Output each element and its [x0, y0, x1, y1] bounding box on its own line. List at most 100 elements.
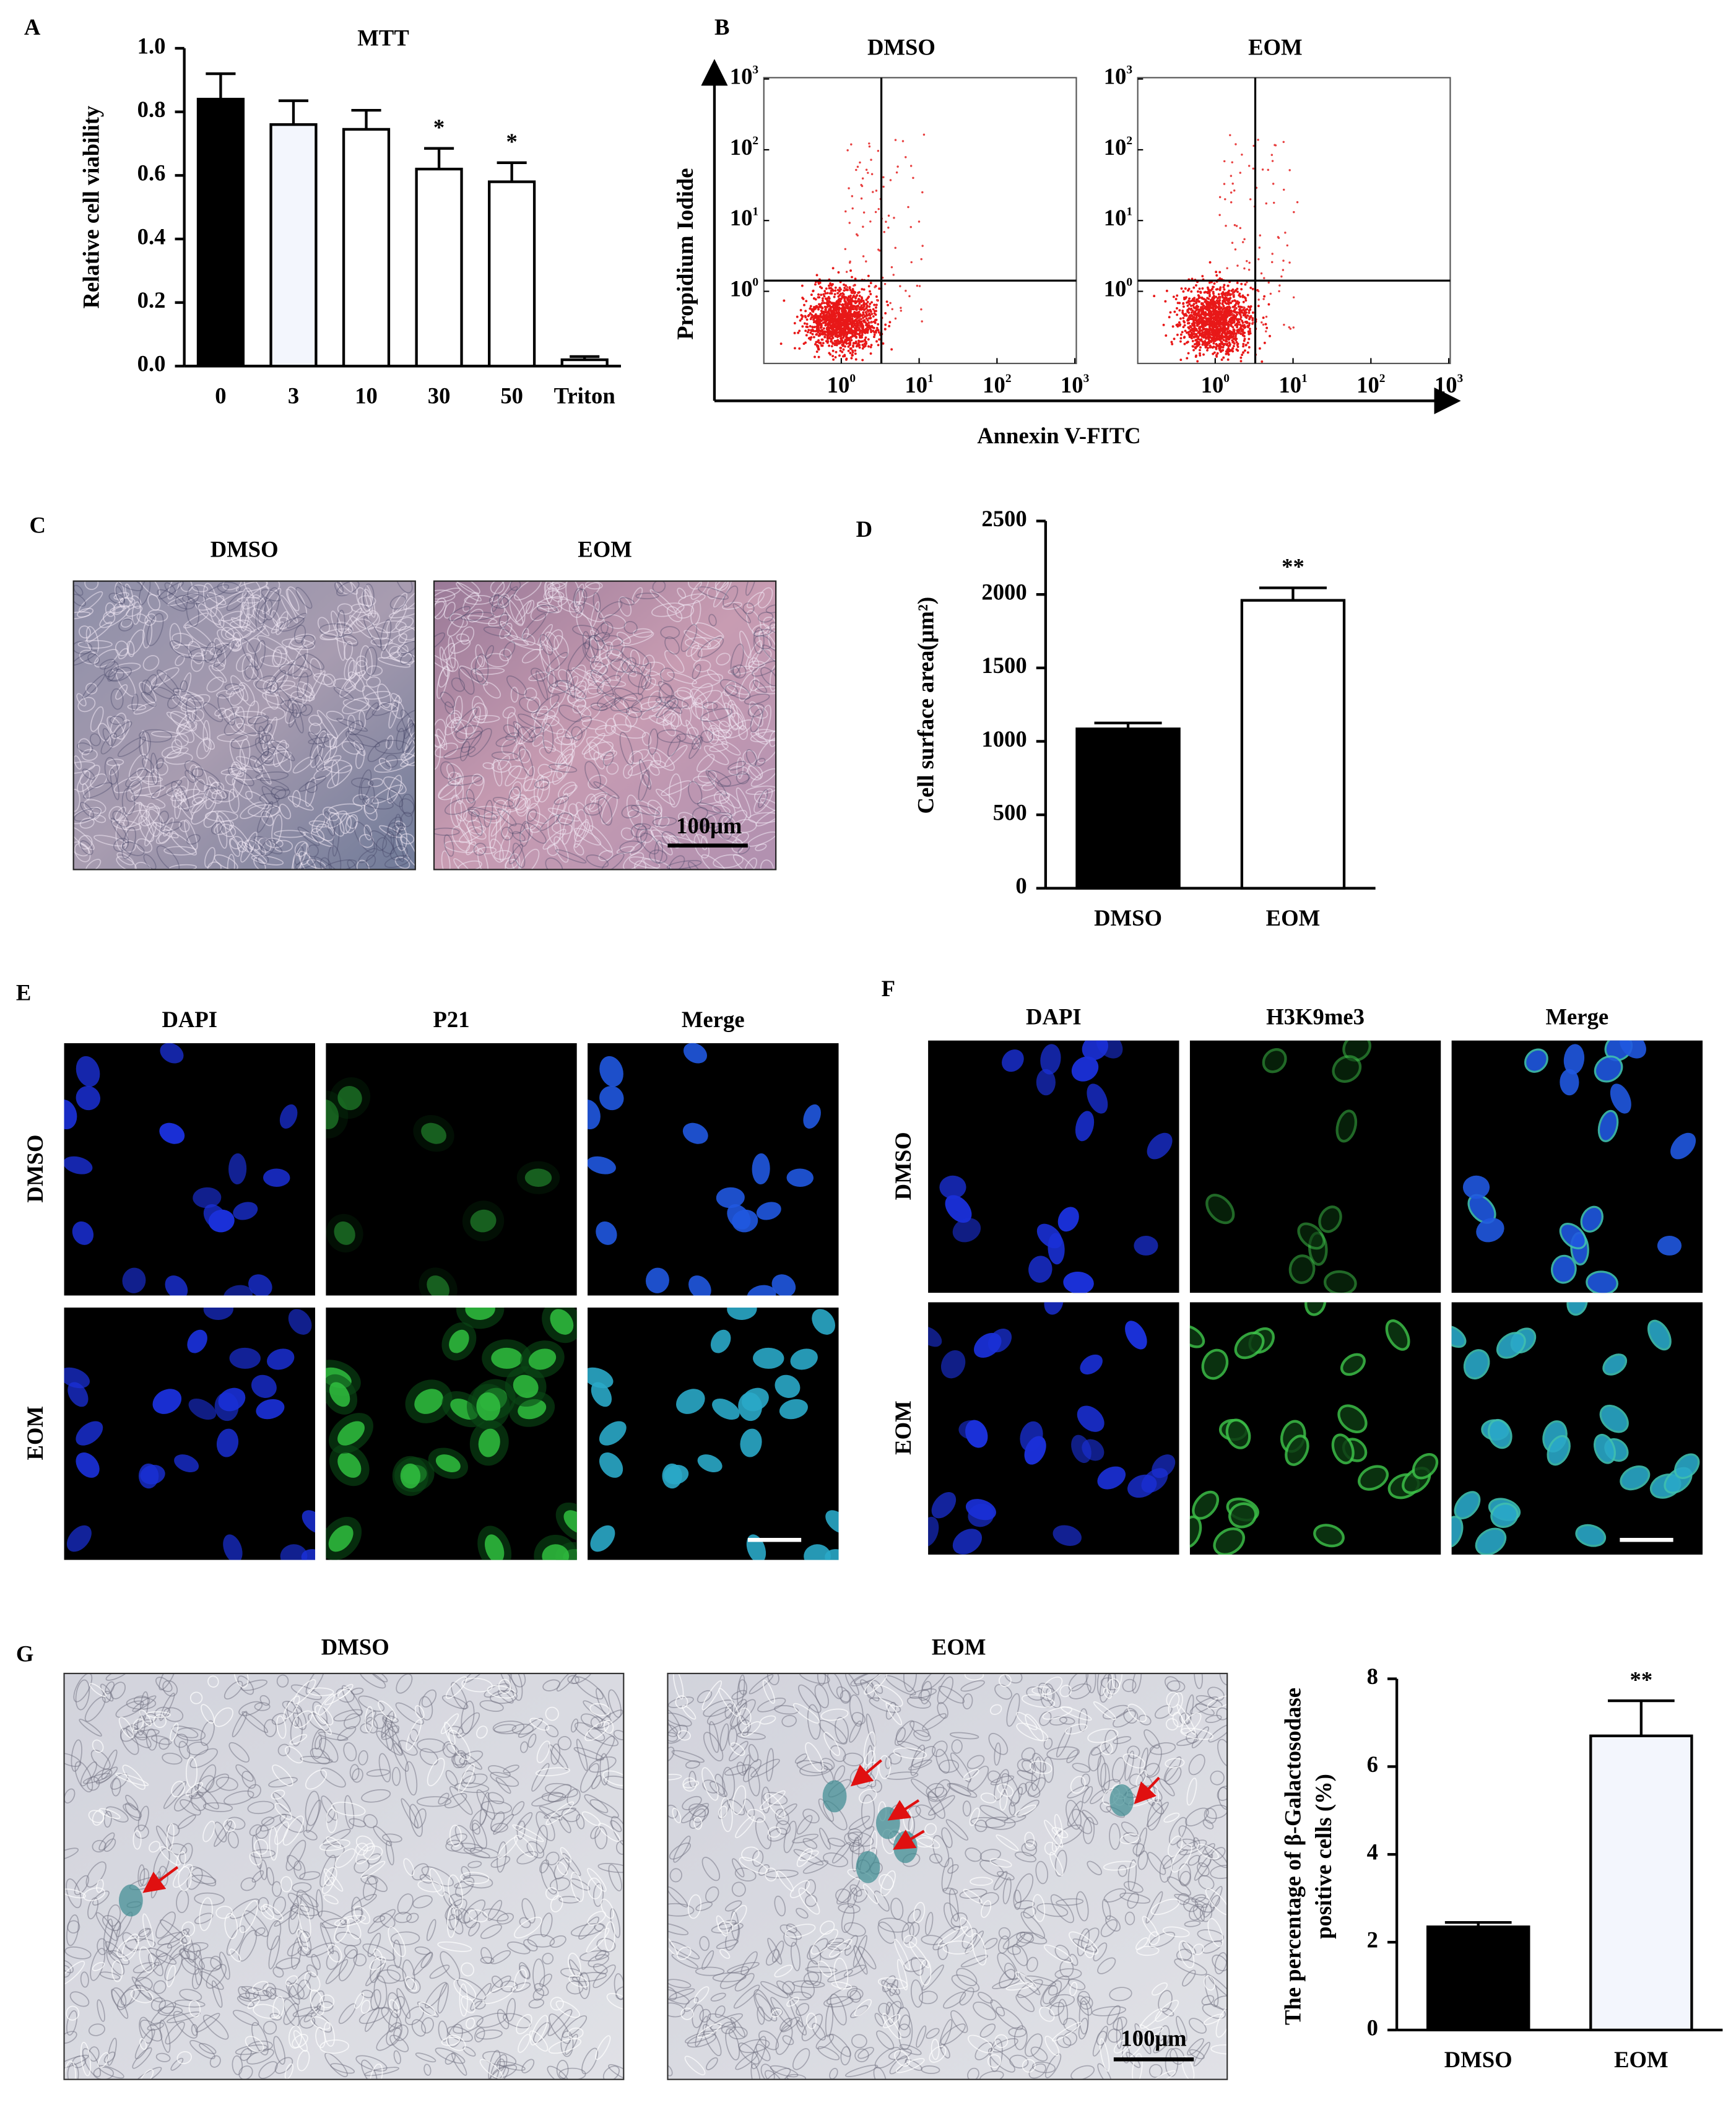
event-dot [838, 332, 841, 335]
cell-outline [594, 622, 609, 641]
flow-tick-label: 100 [827, 372, 856, 397]
event-dot [872, 336, 875, 339]
cell-outline [476, 1789, 495, 1820]
event-dot [1234, 248, 1237, 251]
event-dot [1225, 292, 1228, 295]
nucleus-signal [1225, 1418, 1251, 1449]
cell-outline [266, 1867, 274, 1886]
event-dot [1213, 308, 1217, 311]
tile-background [326, 1043, 577, 1296]
event-dot [865, 298, 868, 302]
event-dot [856, 332, 859, 336]
cell-outline [546, 673, 558, 688]
event-dot [833, 329, 836, 332]
event-dot [840, 303, 843, 306]
cell-outline [297, 827, 320, 846]
event-dot [1186, 318, 1189, 321]
flow-tick-label: 101 [1104, 206, 1132, 231]
cell-outline [654, 840, 663, 864]
cell-outline [697, 637, 724, 658]
cell-outline [451, 677, 466, 692]
nucleus-signal [1323, 1270, 1357, 1293]
cell-outline [73, 807, 102, 825]
cell-outline [547, 807, 580, 822]
cell-outline [515, 1812, 533, 1831]
cell-outline [588, 1728, 619, 1747]
event-dot [1226, 349, 1230, 352]
cell-outline [305, 1673, 325, 1695]
tick-base: 10 [730, 134, 753, 160]
cell-outline [170, 832, 197, 856]
cell-outline [512, 831, 526, 842]
cell-outline [724, 702, 745, 729]
event-dot [840, 323, 843, 326]
cell-outline [141, 692, 157, 707]
event-dot [1227, 297, 1230, 300]
nucleus [160, 1043, 184, 1064]
cell-outline [582, 631, 591, 649]
event-dot [1176, 333, 1179, 336]
event-dot [1207, 305, 1210, 308]
event-dot [827, 337, 830, 340]
event-dot [877, 329, 879, 331]
nucleus-signal [524, 1168, 552, 1187]
event-dot [849, 329, 853, 332]
cell-outline [504, 853, 521, 870]
event-dot [1208, 314, 1211, 317]
event-dot [1212, 323, 1215, 326]
cell-outline [287, 698, 302, 718]
event-dot [831, 330, 834, 333]
event-dot [1237, 305, 1240, 308]
cell-outline [150, 752, 159, 786]
cell-outline [508, 843, 524, 864]
event-dot [848, 286, 851, 289]
event-dot [1222, 300, 1225, 303]
cell-outline [635, 800, 662, 818]
event-dot [818, 334, 822, 336]
cell-outline [553, 836, 569, 863]
cell-outline [455, 725, 483, 740]
event-dot [862, 255, 865, 258]
event-dot [815, 305, 818, 308]
cell-outline [736, 771, 750, 784]
event-dot [870, 344, 873, 347]
event-dot [830, 345, 833, 348]
cell-outline [540, 814, 560, 831]
event-dot [864, 336, 867, 339]
event-dot [1236, 345, 1239, 349]
event-dot [900, 310, 903, 312]
cell-outline [371, 784, 404, 804]
cell-outline [601, 679, 627, 687]
cell-outline [536, 1825, 548, 1854]
event-dot [1229, 321, 1232, 324]
cell-outline [316, 755, 342, 772]
cell-outline [386, 2022, 403, 2046]
event-dot [824, 308, 827, 310]
cell-outline [596, 693, 617, 708]
cell-outline [117, 736, 147, 757]
cell-outline [588, 775, 607, 790]
nucleus [1599, 1404, 1629, 1433]
nucleus [76, 1452, 100, 1478]
event-dot [1208, 333, 1211, 336]
cell-outline [254, 716, 269, 732]
cell-outline [274, 830, 306, 838]
cell-outline [390, 834, 405, 862]
nucleus [752, 1153, 770, 1185]
tick-exponent: 3 [1083, 372, 1090, 385]
cell-outline [630, 804, 660, 816]
event-dot [805, 334, 808, 337]
cell-outline [581, 582, 601, 598]
cell-outline [628, 671, 647, 688]
nucleus [1620, 1040, 1646, 1059]
cell-outline [396, 826, 408, 851]
cell-outline [440, 1951, 461, 1981]
panel-letter: F [882, 976, 895, 1001]
cell-outline [201, 649, 217, 663]
cell-outline [384, 754, 398, 768]
nucleus [968, 1503, 994, 1527]
event-dot [1217, 310, 1219, 313]
event-dot [863, 330, 866, 333]
event-dot [857, 306, 860, 310]
event-dot [817, 355, 820, 358]
